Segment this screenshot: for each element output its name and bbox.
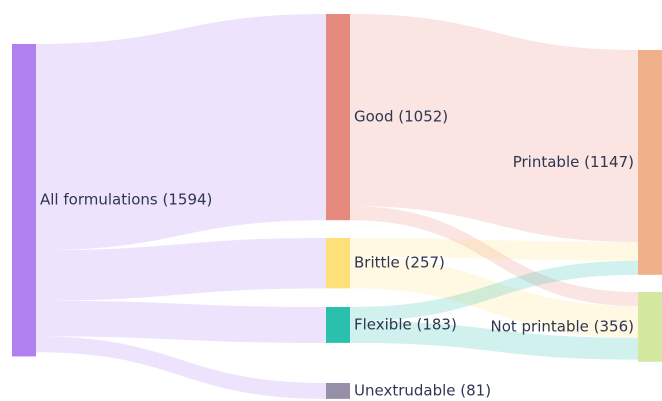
link [350,238,638,261]
node-label: Not printable (356) [490,317,634,335]
node-label: All formulations (1594) [40,191,212,209]
link [36,300,326,343]
node-label: Brittle (257) [354,254,445,272]
link [350,14,638,243]
node-label: Printable (1147) [513,153,634,171]
labels: All formulations (1594) Good (1052) Brittl… [40,108,634,400]
node [326,238,350,289]
node [326,307,350,343]
link [36,238,326,301]
node-label: Flexible (183) [354,315,457,333]
node [12,44,36,357]
node [326,14,350,221]
nodes [12,14,662,399]
link [36,14,326,251]
link [36,336,326,399]
link [350,206,638,307]
node [326,383,350,399]
link [350,260,638,322]
node-label: Unextrudable (81) [354,381,491,399]
link [350,256,638,338]
node-label: Good (1052) [354,108,448,126]
node [638,50,662,275]
links [36,14,638,399]
link [350,321,638,360]
node [638,292,662,362]
